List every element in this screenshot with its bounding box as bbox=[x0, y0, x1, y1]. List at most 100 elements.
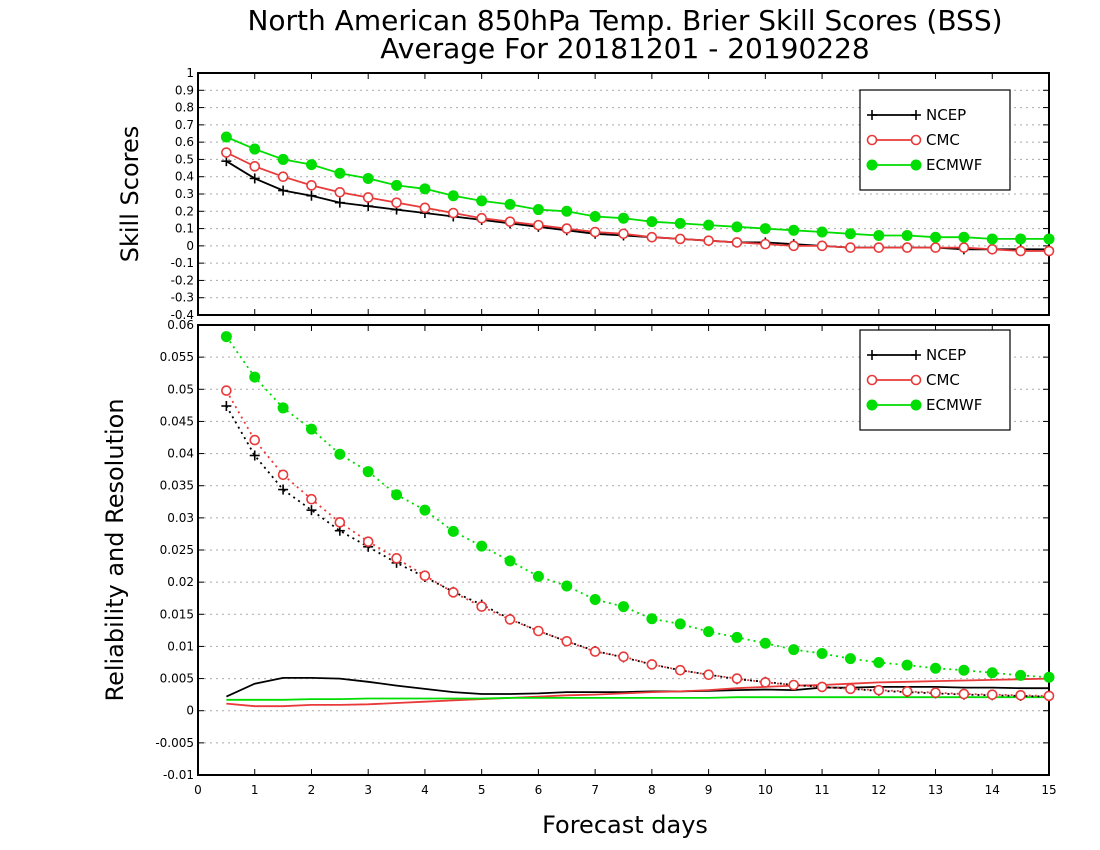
x-tick-label: 8 bbox=[648, 783, 656, 797]
y-tick-label: -0.01 bbox=[163, 768, 194, 782]
data-point-ecmwf bbox=[504, 198, 516, 210]
data-point-cmc bbox=[589, 226, 601, 238]
data-point-ecmwf bbox=[788, 224, 800, 236]
data-point-cmc-resolution bbox=[703, 669, 714, 681]
data-point-ecmwf bbox=[532, 204, 544, 216]
data-point-cmc-resolution bbox=[845, 683, 856, 695]
data-point-cmc bbox=[504, 216, 516, 227]
data-point-ecmwf-resolution bbox=[986, 667, 998, 679]
data-point-ecmwf bbox=[220, 131, 232, 143]
data-point-cmc-resolution bbox=[618, 651, 629, 663]
data-point-cmc-resolution bbox=[958, 688, 970, 700]
data-point-cmc bbox=[788, 240, 800, 252]
data-point-cmc-resolution bbox=[362, 536, 374, 547]
y-tick-label: 0.7 bbox=[175, 118, 194, 132]
data-point-cmc-resolution bbox=[476, 601, 487, 612]
data-point-cmc-resolution bbox=[731, 673, 743, 684]
data-point-cmc-resolution bbox=[391, 553, 402, 564]
data-point-cmc bbox=[362, 192, 374, 203]
data-point-ecmwf-resolution bbox=[930, 662, 942, 674]
reliability-resolution-panel: -0.01 -0.005 0 0.005 0.01 0.015 0.02 0.025 0.03 0… bbox=[101, 318, 1057, 797]
data-point-cmc-resolution bbox=[589, 646, 601, 657]
data-point-cmc-resolution bbox=[1043, 690, 1055, 702]
x-tick-label: 9 bbox=[705, 783, 713, 797]
data-point-ecmwf-resolution bbox=[958, 664, 970, 676]
data-point-ecmwf-resolution bbox=[504, 555, 516, 567]
data-point-ecmwf bbox=[1015, 233, 1027, 245]
y-tick-label: 0.03 bbox=[167, 511, 194, 525]
y-tick-label: 0.05 bbox=[167, 382, 194, 396]
data-point-cmc-resolution bbox=[901, 686, 913, 697]
x-tick-label: 7 bbox=[591, 783, 599, 797]
y-tick-label: 0 bbox=[186, 704, 194, 718]
data-point-cmc bbox=[901, 242, 913, 253]
data-point-ecmwf-resolution bbox=[447, 525, 459, 537]
y-tick-label: -0.4 bbox=[171, 308, 194, 322]
y-tick-label: 0.045 bbox=[160, 414, 194, 428]
data-point-cmc-resolution bbox=[504, 614, 516, 625]
data-point-ecmwf-resolution bbox=[788, 644, 800, 656]
data-point-cmc-resolution bbox=[930, 687, 941, 699]
data-point-ecmwf bbox=[930, 231, 942, 243]
data-point-cmc-resolution bbox=[249, 434, 261, 446]
legend-label: NCEP bbox=[926, 106, 966, 124]
data-point-ecmwf-resolution bbox=[646, 613, 658, 625]
data-point-cmc-resolution bbox=[873, 684, 885, 696]
y-tick-label: 0.035 bbox=[160, 479, 194, 493]
y-tick-label: 0.6 bbox=[175, 135, 194, 149]
data-point-ecmwf-resolution bbox=[674, 618, 686, 630]
data-point-cmc-resolution bbox=[334, 517, 346, 528]
y-tick-label: 1 bbox=[186, 66, 194, 80]
data-point-cmc-resolution bbox=[646, 659, 658, 670]
legend-marker bbox=[866, 159, 878, 171]
legend-label: CMC bbox=[926, 131, 960, 149]
data-point-cmc-resolution bbox=[986, 689, 998, 700]
data-point-ecmwf-resolution bbox=[589, 594, 601, 605]
data-point-cmc bbox=[476, 212, 487, 224]
data-point-cmc bbox=[618, 228, 629, 240]
series-line-ecmwf-resolution bbox=[225, 336, 1050, 679]
x-tick-label: 13 bbox=[928, 783, 943, 797]
data-point-ecmwf bbox=[646, 216, 658, 228]
data-point-ecmwf-resolution bbox=[419, 504, 431, 516]
data-point-ecmwf-resolution bbox=[1015, 669, 1027, 681]
legend-marker bbox=[866, 399, 878, 411]
data-point-cmc bbox=[760, 238, 771, 250]
data-point-ecmwf bbox=[986, 233, 998, 245]
y-tick-label: 0.5 bbox=[175, 152, 194, 166]
data-point-ecmwf-resolution bbox=[901, 659, 913, 671]
data-point-cmc bbox=[249, 161, 261, 172]
data-point-cmc bbox=[958, 242, 970, 253]
data-point-ecmwf bbox=[561, 205, 573, 217]
legend-box bbox=[859, 89, 1011, 191]
data-point-cmc bbox=[419, 202, 431, 214]
data-point-ecmwf-resolution bbox=[476, 540, 488, 552]
y-tick-label: 0.02 bbox=[167, 575, 194, 589]
data-point-cmc-resolution bbox=[221, 385, 232, 396]
data-point-cmc-resolution bbox=[561, 635, 573, 647]
y-tick-label: -0.1 bbox=[171, 256, 194, 270]
data-point-ecmwf bbox=[334, 167, 346, 179]
data-point-ecmwf bbox=[618, 212, 629, 224]
data-point-ecmwf-resolution bbox=[305, 423, 317, 435]
series-line-ncep-resolution bbox=[225, 405, 1050, 698]
data-point-cmc bbox=[533, 219, 544, 231]
data-point-cmc-resolution bbox=[306, 493, 317, 505]
y-tick-label: 0.4 bbox=[175, 170, 194, 184]
data-point-ecmwf-resolution bbox=[220, 331, 232, 343]
data-point-cmc bbox=[816, 240, 828, 252]
data-point-ecmwf bbox=[901, 229, 913, 241]
data-point-cmc bbox=[845, 242, 856, 253]
y-tick-label: 0 bbox=[186, 239, 194, 253]
y-tick-label: -0.2 bbox=[171, 273, 194, 287]
data-point-ecmwf bbox=[589, 210, 601, 222]
skill-scores-panel: -0.4 -0.3 -0.2 -0.1 0 0.1 0.2 0.3 0.4 0.5 0.6 0.7 0.… bbox=[116, 66, 1055, 322]
data-point-ecmwf-resolution bbox=[703, 626, 715, 638]
data-point-ecmwf bbox=[249, 143, 261, 155]
data-point-ecmwf bbox=[391, 179, 403, 191]
y-tick-label: 0.8 bbox=[175, 101, 194, 115]
data-point-cmc-resolution bbox=[447, 587, 459, 598]
data-point-cmc bbox=[873, 242, 885, 253]
data-point-cmc bbox=[930, 242, 941, 253]
data-point-ecmwf-resolution bbox=[844, 653, 856, 665]
